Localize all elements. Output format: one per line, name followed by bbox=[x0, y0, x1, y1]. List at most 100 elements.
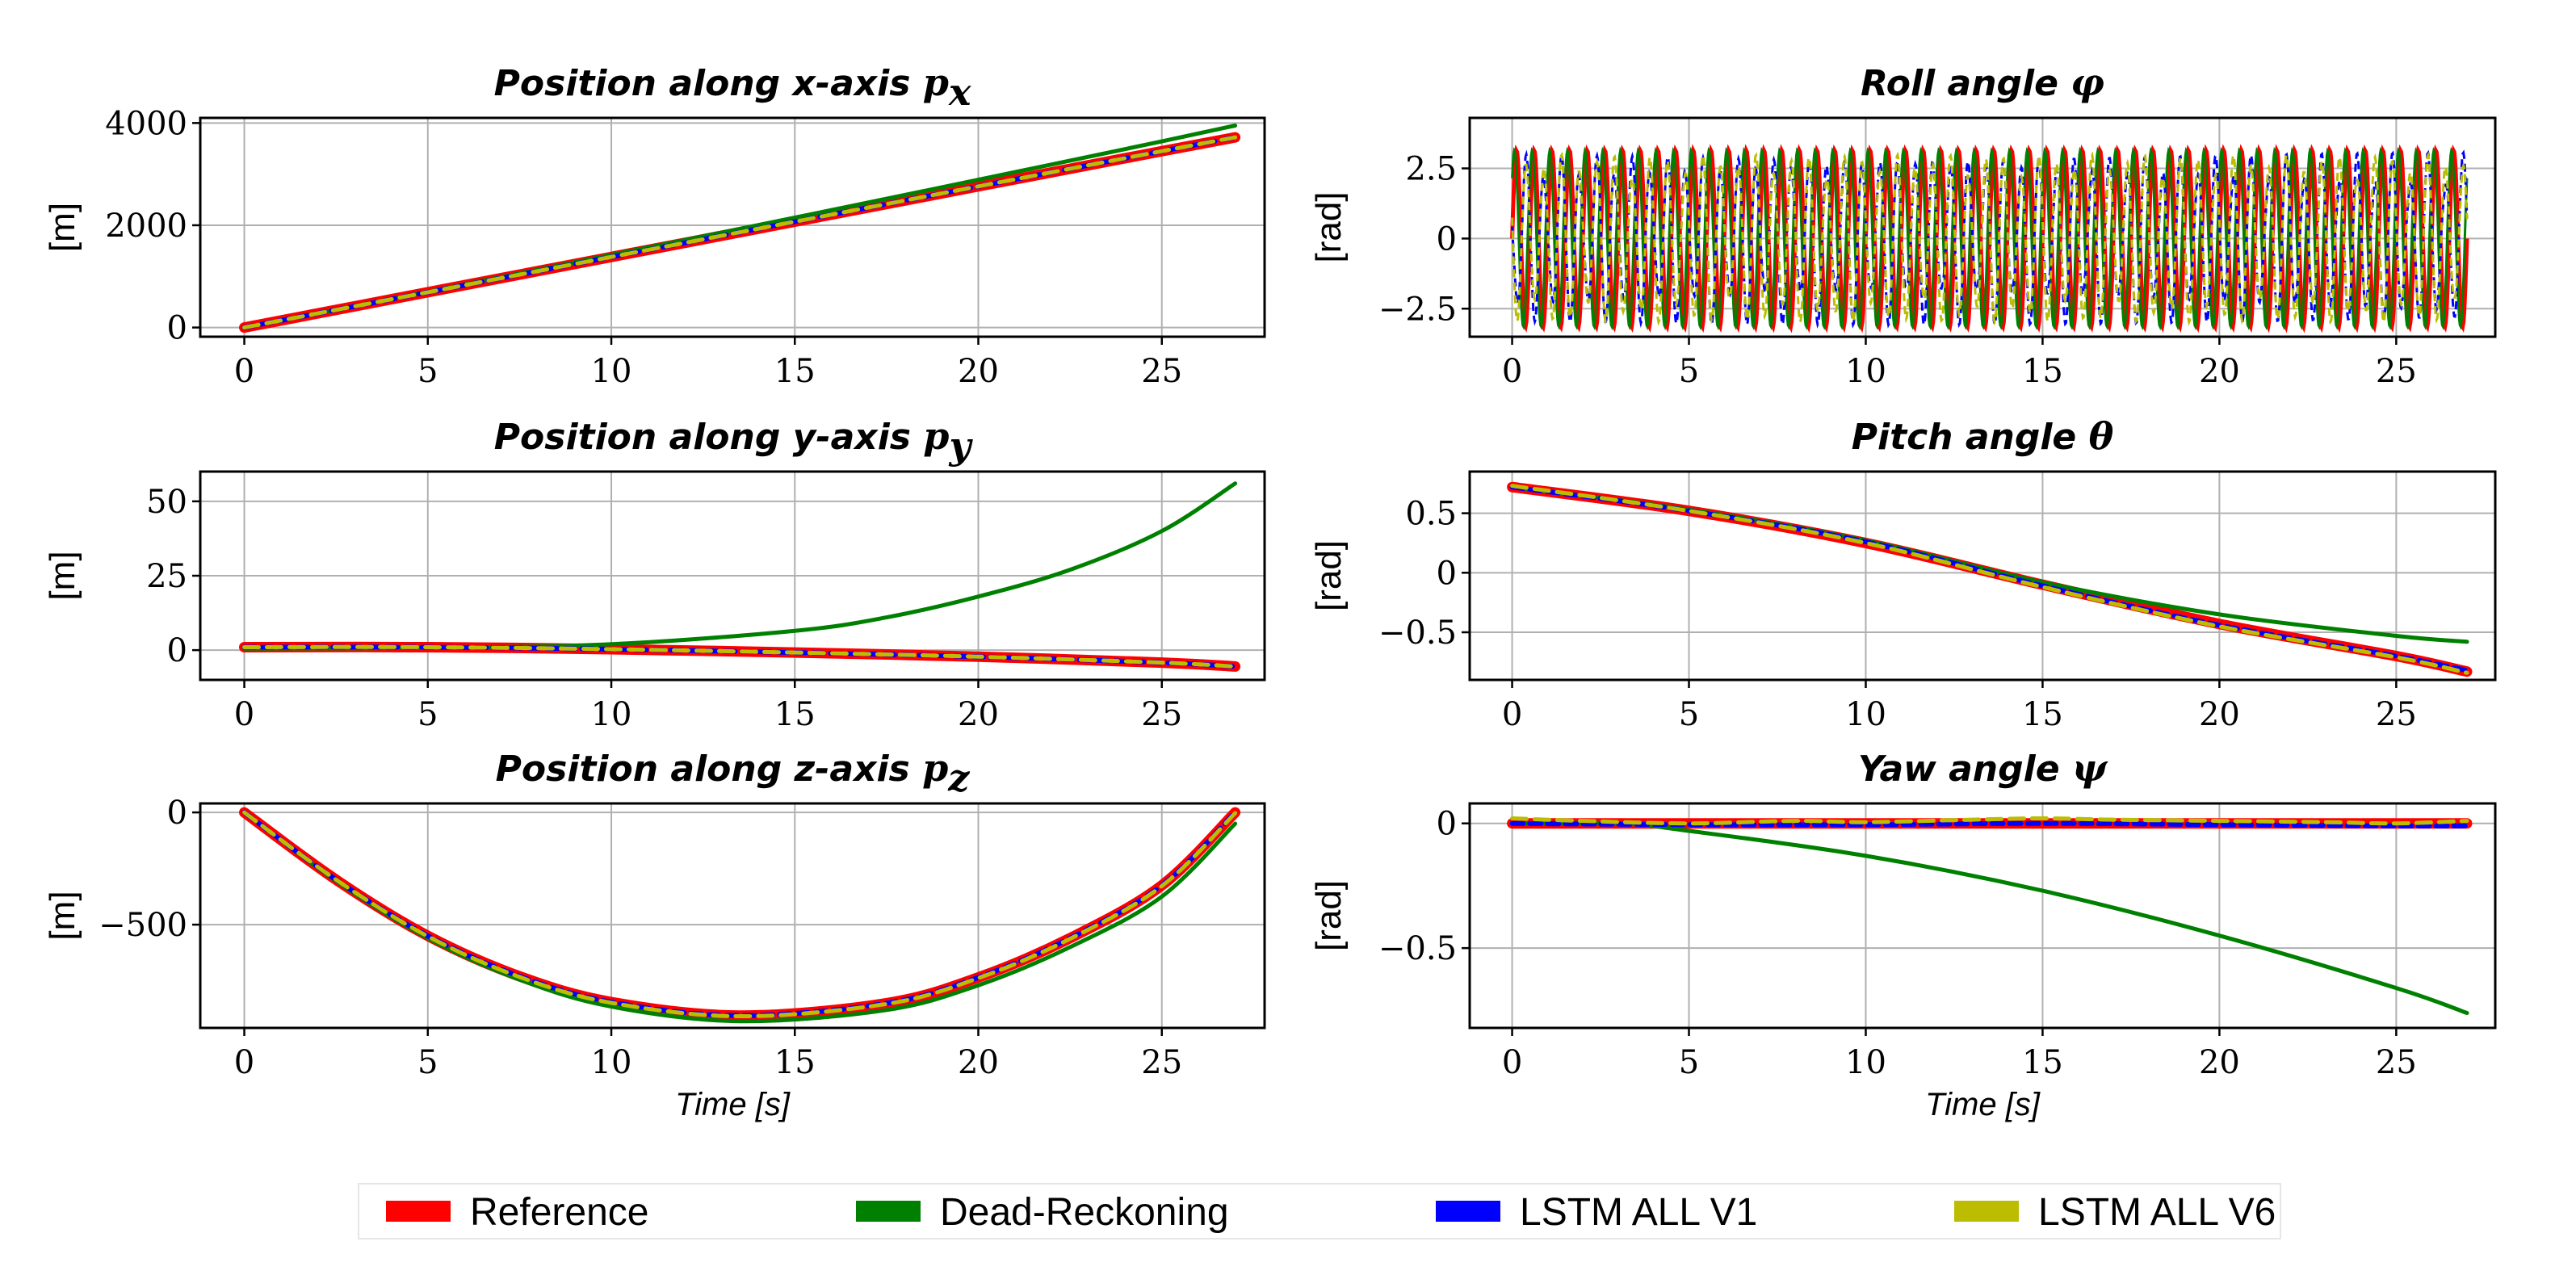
legend-item-dead-reckoning: Dead-Reckoning bbox=[856, 1191, 1229, 1234]
x-tick-label: 25 bbox=[2376, 1044, 2417, 1081]
y-tick-label: 0 bbox=[1437, 806, 1457, 843]
legend-label: Reference bbox=[470, 1191, 648, 1234]
title-text: Position along x-axis bbox=[494, 63, 923, 104]
legend-item-lstm-all-v1: LSTM ALL V1 bbox=[1436, 1191, 1757, 1234]
series-line-lstm-all-v6 bbox=[242, 810, 1238, 1019]
x-tick-label: 5 bbox=[417, 353, 438, 390]
x-tick-label: 10 bbox=[1845, 696, 1886, 733]
x-tick-label: 25 bbox=[1141, 696, 1182, 733]
x-tick-label: 5 bbox=[1679, 353, 1699, 390]
subplot-py: 0 5 10 15 20 25 0 25 50 [m] Position along y-axis … bbox=[43, 414, 1266, 733]
legend-swatch bbox=[386, 1201, 451, 1222]
title-symbol: φ bbox=[2070, 61, 2104, 104]
y-axis-label: [rad] bbox=[1309, 880, 1349, 951]
plot-area bbox=[239, 481, 1241, 672]
legend-item-reference: Reference bbox=[386, 1191, 648, 1234]
y-tick-label: −0.5 bbox=[1378, 930, 1457, 967]
x-tick-label: 10 bbox=[1845, 1044, 1886, 1081]
legend-item-lstm-all-v6: LSTM ALL V6 bbox=[1954, 1191, 2276, 1234]
axes-frame bbox=[199, 802, 1266, 1030]
y-tick-label: 0 bbox=[167, 310, 187, 347]
series-line-lstm-all-v6 bbox=[1510, 816, 2469, 826]
x-tick-label: 10 bbox=[591, 1044, 632, 1081]
subplot-title: Position along y-axis py bbox=[494, 414, 974, 468]
y-tick-label: 0 bbox=[1437, 555, 1457, 592]
x-tick-label: 10 bbox=[1845, 353, 1886, 390]
x-tick-label: 0 bbox=[1502, 1044, 1522, 1081]
y-tick-label: −0.5 bbox=[1378, 614, 1457, 652]
title-symbol: θ bbox=[2089, 414, 2114, 458]
series-line-lstm-all-v1 bbox=[1509, 484, 2469, 673]
plot-area bbox=[1507, 816, 2473, 1015]
x-tick-label: 20 bbox=[958, 1044, 999, 1081]
title-symbol: p bbox=[923, 414, 949, 458]
series-line-lstm-all-v6 bbox=[242, 135, 1238, 330]
title-subscript: x bbox=[948, 70, 971, 114]
y-tick-label: 2000 bbox=[105, 208, 187, 245]
x-axis-label: Time [s] bbox=[1925, 1087, 2041, 1122]
legend-swatch bbox=[1436, 1201, 1500, 1222]
x-tick-label: 15 bbox=[2022, 696, 2063, 733]
plot-area bbox=[239, 807, 1241, 1024]
y-tick-label: 50 bbox=[146, 484, 187, 521]
title-subscript: y bbox=[948, 424, 973, 468]
y-tick-label: 0 bbox=[1437, 220, 1457, 258]
series-line-lstm-all-v6 bbox=[242, 644, 1238, 669]
legend-swatch bbox=[1954, 1201, 2019, 1222]
legend-swatch bbox=[856, 1201, 921, 1222]
subplot-title: Yaw angle ψ bbox=[1858, 746, 2108, 790]
title-symbol: ψ bbox=[2072, 746, 2108, 790]
axes-frame bbox=[1468, 470, 2497, 682]
x-tick-label: 20 bbox=[958, 353, 999, 390]
plot-area bbox=[1510, 144, 2469, 333]
legend-label: LSTM ALL V6 bbox=[2038, 1191, 2276, 1234]
title-text: Roll angle bbox=[1861, 63, 2070, 104]
plot-area bbox=[239, 124, 1241, 333]
legend-frame bbox=[358, 1183, 2281, 1239]
series-line-dead-reckoning bbox=[242, 481, 1238, 651]
x-tick-label: 0 bbox=[234, 1044, 254, 1081]
legend: Reference Dead-Reckoning LSTM ALL V1 LSTM A… bbox=[358, 1183, 2281, 1239]
subplot-title: Position along x-axis px bbox=[494, 61, 971, 114]
x-tick-label: 10 bbox=[591, 696, 632, 733]
x-axis-label: Time [s] bbox=[675, 1087, 791, 1122]
title-symbol: p bbox=[922, 746, 948, 790]
subplot-roll: 0 5 10 15 20 25 −2.5 0 2.5 [rad] Roll angle φ bbox=[1309, 61, 2497, 390]
x-tick-label: 25 bbox=[2376, 696, 2417, 733]
axes-frame bbox=[199, 116, 1266, 338]
subplot-title: Position along z-axis pz bbox=[496, 746, 971, 799]
x-tick-label: 5 bbox=[1679, 1044, 1699, 1081]
subplot-title: Pitch angle θ bbox=[1852, 414, 2114, 458]
title-subscript: z bbox=[947, 756, 970, 799]
subplot-px: 0 5 10 15 20 25 0 2000 4000 [m] Position along x-a… bbox=[43, 61, 1266, 390]
series-line-lstm-all-v1 bbox=[241, 810, 1238, 1018]
x-tick-label: 5 bbox=[1679, 696, 1699, 733]
y-tick-label: 0 bbox=[167, 795, 187, 832]
subplot-pitch: 0 5 10 15 20 25 −0.5 0 0.5 [rad] Pitch angle θ bbox=[1309, 414, 2497, 733]
x-tick-label: 15 bbox=[2022, 353, 2063, 390]
x-tick-label: 15 bbox=[774, 1044, 816, 1081]
y-axis-label: [rad] bbox=[1309, 191, 1349, 262]
axes-frame bbox=[1468, 802, 2497, 1030]
y-axis-label: [m] bbox=[43, 203, 82, 252]
y-axis-label: [rad] bbox=[1309, 540, 1349, 611]
x-tick-label: 25 bbox=[1141, 1044, 1182, 1081]
x-tick-label: 25 bbox=[1141, 353, 1182, 390]
series-line-dead-reckoning bbox=[1511, 146, 2469, 331]
x-tick-label: 10 bbox=[591, 353, 632, 390]
y-tick-label: 0.5 bbox=[1405, 496, 1457, 533]
title-text: Position along y-axis bbox=[494, 417, 923, 458]
x-tick-label: 15 bbox=[774, 696, 816, 733]
title-text: Position along z-axis bbox=[496, 749, 922, 790]
y-axis-label: [m] bbox=[43, 551, 82, 600]
title-text: Pitch angle bbox=[1852, 417, 2089, 458]
legend-label: LSTM ALL V1 bbox=[1520, 1191, 1757, 1234]
y-tick-label: 4000 bbox=[105, 105, 187, 142]
subplot-title: Roll angle φ bbox=[1861, 61, 2104, 104]
subplot-yaw: 0 5 10 15 20 25 −0.5 0 [rad] Time [s] Yaw angle ψ bbox=[1309, 746, 2497, 1122]
title-symbol: p bbox=[923, 61, 949, 104]
x-tick-label: 0 bbox=[234, 353, 254, 390]
x-tick-label: 0 bbox=[1502, 696, 1522, 733]
series-line-lstm-all-v6 bbox=[1510, 484, 2469, 675]
